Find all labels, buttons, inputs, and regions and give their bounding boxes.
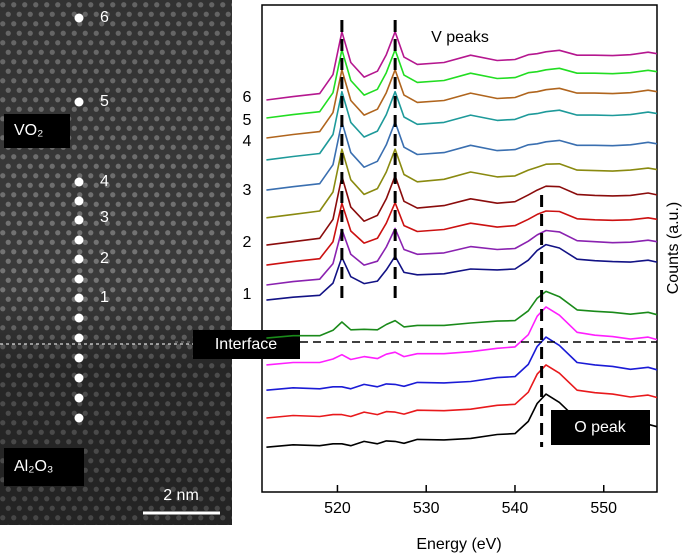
label-box xyxy=(4,448,84,486)
spectrum xyxy=(266,306,658,366)
point-label: 2 xyxy=(100,250,109,267)
image-shade xyxy=(0,0,232,525)
point-label: 5 xyxy=(100,93,109,110)
spectrum xyxy=(266,201,658,266)
probe-point xyxy=(74,393,84,403)
spectrum xyxy=(266,121,658,191)
probe-point xyxy=(74,413,84,423)
point-label: 3 xyxy=(100,209,109,226)
probe-point xyxy=(74,97,84,107)
spectrum xyxy=(266,175,658,246)
probe-point xyxy=(74,313,84,323)
x-axis-label: Energy (eV) xyxy=(416,536,501,553)
spectrum xyxy=(266,336,658,391)
spectrum xyxy=(266,227,658,286)
probe-point xyxy=(74,235,84,245)
probe-point xyxy=(74,353,84,363)
annotation: O peak xyxy=(574,419,627,436)
x-tick-label: 530 xyxy=(413,500,440,517)
spectrum xyxy=(266,69,658,139)
plot-frame xyxy=(261,4,658,493)
spectrum xyxy=(266,148,658,219)
x-tick-label: 540 xyxy=(502,500,529,517)
curve-label: 5 xyxy=(243,112,252,129)
scale-label: 2 nm xyxy=(163,487,199,504)
probe-point xyxy=(74,177,84,187)
probe-point xyxy=(74,196,84,206)
probe-point xyxy=(74,333,84,343)
annotation-box xyxy=(551,410,650,445)
y-axis-label: Counts (a.u.) xyxy=(665,202,682,294)
curve-label: 6 xyxy=(243,89,252,106)
probe-point xyxy=(74,293,84,303)
x-tick-label: 520 xyxy=(324,500,351,517)
spectrum xyxy=(266,364,658,419)
point-label: 6 xyxy=(100,9,109,26)
curve-label: 3 xyxy=(243,182,252,199)
curve-label: 4 xyxy=(243,133,252,150)
probe-point xyxy=(74,254,84,264)
point-label: 4 xyxy=(100,173,109,190)
curve-label: 2 xyxy=(243,234,252,251)
label-box xyxy=(4,114,70,148)
probe-point xyxy=(74,373,84,383)
spectrum xyxy=(266,90,658,161)
stem-image: VO₂ Al₂O₃ 2 nm xyxy=(0,0,232,525)
annotation-box xyxy=(193,330,300,359)
spectrum xyxy=(266,30,658,101)
phase-label: VO₂ xyxy=(14,122,43,139)
spectrum xyxy=(266,290,658,339)
probe-point xyxy=(74,13,84,23)
probe-point xyxy=(74,215,84,225)
phase-label: Al₂O₃ xyxy=(14,458,53,475)
probe-point xyxy=(74,274,84,284)
curve-label: 1 xyxy=(243,286,252,303)
spectrum xyxy=(266,243,658,301)
spectrum xyxy=(266,48,658,119)
point-label: 1 xyxy=(100,289,109,306)
x-tick-label: 550 xyxy=(590,500,617,517)
annotation: V peaks xyxy=(431,29,489,46)
annotation: Interface xyxy=(215,336,277,353)
